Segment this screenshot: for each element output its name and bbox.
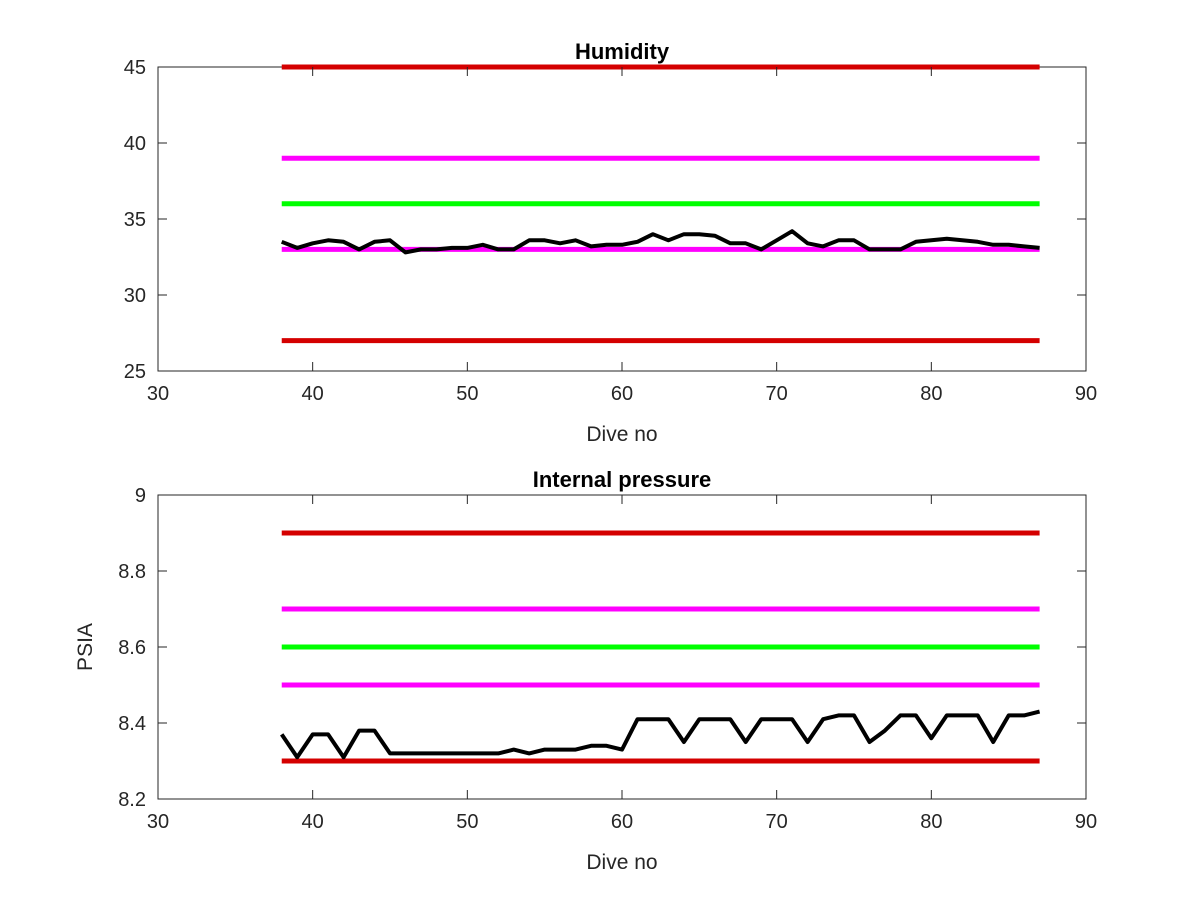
pressure-y-tick-label: 8.4 <box>118 713 146 735</box>
humidity-x-tick-label: 30 <box>147 383 169 405</box>
pressure-chart-title: Internal pressure <box>533 467 712 492</box>
pressure-threshold-lines <box>281 530 1040 764</box>
humidity-data-line <box>280 229 1040 255</box>
humidity-chart-title: Humidity <box>575 39 670 64</box>
humidity-x-axis-label: Dive no <box>586 423 657 446</box>
pressure-ticks: 30 40 50 60 70 80 90 8.2 8.4 8.6 8.8 9 <box>118 485 1097 833</box>
humidity-x-tick-label: 60 <box>611 383 633 405</box>
humidity-y-tick-label: 45 <box>124 57 146 79</box>
internal-pressure-panel: 30 40 50 60 70 80 90 8.2 8.4 8.6 8.8 9 Internal pre… <box>74 467 1097 874</box>
humidity-axes-box <box>157 66 1087 372</box>
pressure-y-tick-label: 8.6 <box>118 637 146 659</box>
pressure-x-tick-label: 80 <box>920 811 942 833</box>
pressure-y-axis-label: PSIA <box>74 623 97 671</box>
humidity-threshold-lines <box>281 64 1040 344</box>
humidity-x-tick-label: 40 <box>302 383 324 405</box>
humidity-y-tick-label: 25 <box>124 361 146 383</box>
pressure-series <box>280 709 1041 760</box>
pressure-data-line <box>280 709 1041 760</box>
pressure-x-tick-label: 90 <box>1075 811 1097 833</box>
pressure-x-tick-label: 60 <box>611 811 633 833</box>
pressure-y-tick-label: 8.8 <box>118 561 146 583</box>
humidity-x-tick-label: 50 <box>456 383 478 405</box>
humidity-x-tick-label: 80 <box>920 383 942 405</box>
pressure-x-axis-label: Dive no <box>586 851 657 874</box>
humidity-x-tick-label: 70 <box>766 383 788 405</box>
pressure-x-tick-label: 40 <box>302 811 324 833</box>
humidity-x-tick-label: 90 <box>1075 383 1097 405</box>
humidity-series <box>280 229 1040 255</box>
pressure-x-tick-label: 50 <box>456 811 478 833</box>
pressure-x-tick-label: 70 <box>766 811 788 833</box>
humidity-y-tick-label: 30 <box>124 285 146 307</box>
pressure-y-tick-label: 8.2 <box>118 789 146 811</box>
pressure-x-tick-label: 30 <box>147 811 169 833</box>
pressure-y-tick-label: 9 <box>135 485 146 507</box>
humidity-y-tick-label: 35 <box>124 209 146 231</box>
humidity-y-tick-label: 40 <box>124 133 146 155</box>
